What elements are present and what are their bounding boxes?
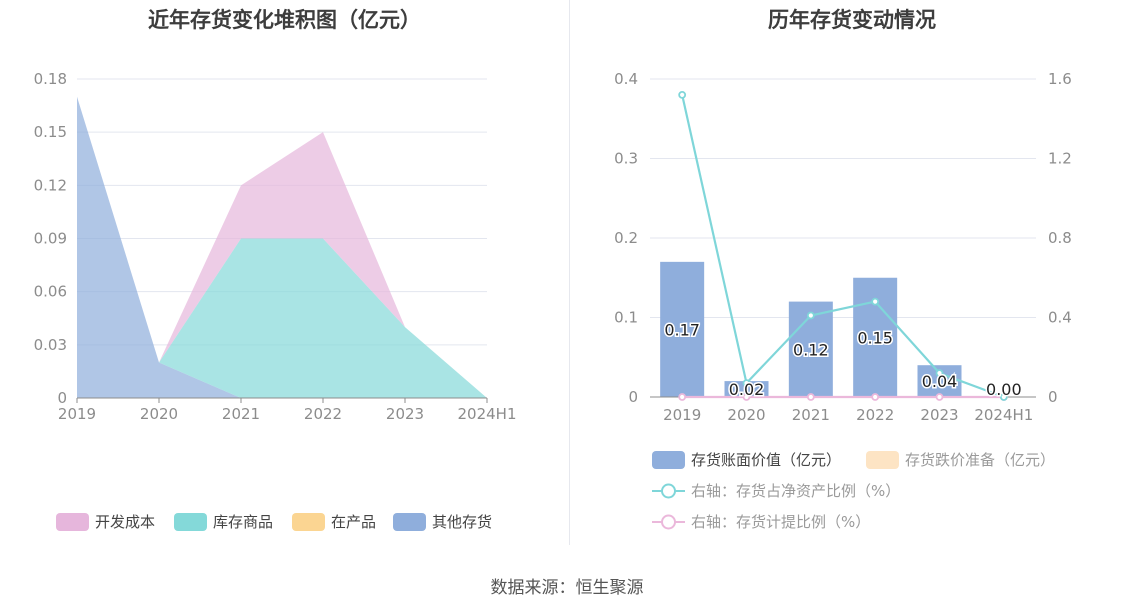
legend-swatch-kucun <box>174 513 207 531</box>
point-line_ratio <box>935 369 944 378</box>
point-line_ratio <box>999 393 1008 401</box>
bar-data-label: 0.12 <box>793 340 829 359</box>
inventory-stacked-area-panel: 近年存货变化堆积图（亿元） 0 0.03 0.06 0.09 0.12 0.15 0.18 2… <box>0 0 569 545</box>
left-axis-tick-label: 0 <box>628 388 638 406</box>
legend-swatch-book-value <box>652 451 685 469</box>
right-axis-tick-label: 1.6 <box>1048 70 1072 88</box>
area-series-kaifa <box>77 96 487 398</box>
right-axis-tick-label: 0 <box>1048 388 1058 406</box>
bar-data-label: 0.15 <box>857 328 893 347</box>
legend-label-zaichan: 在产品 <box>331 513 376 531</box>
area-series-kucun <box>77 96 487 398</box>
left-x-tick-label: 2022 <box>304 405 342 423</box>
legend-marker-line_provision <box>661 514 676 530</box>
right-axis-tick-label: 0.8 <box>1048 229 1072 247</box>
point-line_provision <box>678 393 687 401</box>
legend-label-impairment: 存货跌价准备（亿元） <box>905 451 1055 469</box>
bar-data-label: 0.04 <box>922 372 958 391</box>
left-axis-tick-label: 0.2 <box>614 229 638 247</box>
point-line_provision <box>871 393 880 401</box>
bar-inventory-book-value <box>853 277 898 397</box>
left-y-tick-label: 0.03 <box>34 336 67 354</box>
left-x-tick-label: 2023 <box>386 405 424 423</box>
left-y-tick-label: 0.09 <box>34 230 67 248</box>
left-x-tick-label: 2019 <box>58 405 96 423</box>
left-axis-tick-label: 0.3 <box>614 150 638 168</box>
right-x-tick-label: 2020 <box>727 406 765 424</box>
legend-swatch-qita <box>393 513 426 531</box>
line-line_ratio <box>681 94 1005 399</box>
area-series-qita <box>77 96 487 398</box>
legend-swatch-zaichan <box>292 513 325 531</box>
legend-label-book-value: 存货账面价值（亿元） <box>691 451 841 469</box>
right-x-tick-label: 2021 <box>792 406 830 424</box>
panel-divider <box>569 0 570 545</box>
bar-data-label: 0.00 <box>986 380 1022 399</box>
left-chart-title: 近年存货变化堆积图（亿元） <box>148 8 421 32</box>
legend-swatch-kaifa <box>56 513 89 531</box>
right-axis-tick-label: 0.4 <box>1048 309 1072 327</box>
right-x-tick-label: 2023 <box>920 406 958 424</box>
point-line_provision <box>935 393 944 401</box>
left-axis-tick-label: 0.1 <box>614 309 638 327</box>
data-source-note: 数据来源：恒生聚源 <box>490 578 644 598</box>
left-x-tick-label: 2024H1 <box>458 405 517 423</box>
point-line_ratio <box>742 379 751 387</box>
inventory-change-panel: 历年存货变动情况 0 0.1 0.2 0.3 0.4 0 0.4 0.8 1.2 1.6 2019 2… <box>570 0 1134 545</box>
right-x-tick-label: 2024H1 <box>974 406 1033 424</box>
left-y-tick-label: 0.15 <box>34 123 67 141</box>
legend-marker-line_ratio <box>661 483 676 499</box>
point-line_ratio <box>806 311 815 320</box>
left-y-tick-label: 0 <box>57 389 67 407</box>
inventory-stacked-area-chart: 0 0.03 0.06 0.09 0.12 0.15 0.18 2019 2020 2021 202… <box>34 70 517 531</box>
point-line_provision <box>806 393 815 401</box>
legend-swatch-impairment <box>866 451 899 469</box>
right-axis-tick-label: 1.2 <box>1048 150 1072 168</box>
point-line_ratio <box>871 297 880 306</box>
left-x-tick-label: 2021 <box>222 405 260 423</box>
left-y-tick-label: 0.12 <box>34 176 67 194</box>
legend-label-kucun: 库存商品 <box>213 513 273 531</box>
right-x-tick-label: 2019 <box>663 406 701 424</box>
legend-label-kaifa: 开发成本 <box>95 513 155 531</box>
inventory-change-combo-chart: 0 0.1 0.2 0.3 0.4 0 0.4 0.8 1.2 1.6 2019 2020 2021 20… <box>614 70 1072 531</box>
point-line_provision <box>742 393 751 401</box>
bar-inventory-book-value <box>724 381 769 397</box>
legend-label-qita: 其他存货 <box>432 513 492 531</box>
legend-label-line_provision: 右轴：存货计提比例（%） <box>691 513 870 531</box>
point-line_ratio <box>678 91 687 99</box>
left-y-tick-label: 0.18 <box>34 70 67 88</box>
legend-label-line_ratio: 右轴：存货占净资产比例（%） <box>691 482 900 500</box>
left-y-tick-label: 0.06 <box>34 283 67 301</box>
bar-data-label: 0.17 <box>664 320 700 339</box>
left-x-tick-label: 2020 <box>140 405 178 423</box>
bar-data-label: 0.02 <box>729 380 765 399</box>
bar-inventory-book-value <box>660 261 705 397</box>
left-axis-tick-label: 0.4 <box>614 70 638 88</box>
right-chart-title: 历年存货变动情况 <box>768 8 936 32</box>
right-x-tick-label: 2022 <box>856 406 894 424</box>
